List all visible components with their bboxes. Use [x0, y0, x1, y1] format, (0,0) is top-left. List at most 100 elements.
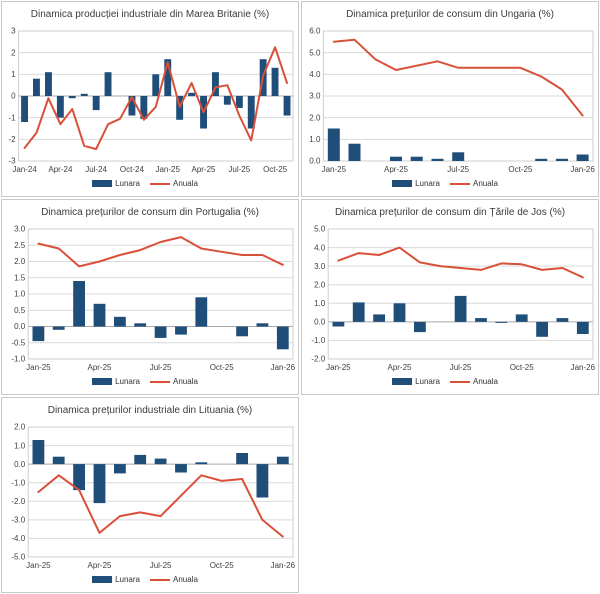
- y-gridlines: [323, 30, 593, 162]
- y-tick-labels: 3 2 1 0 -1 -2 -3: [8, 27, 16, 166]
- svg-text:-2.0: -2.0: [11, 497, 25, 506]
- svg-text:3.0: 3.0: [14, 225, 26, 234]
- bar: [164, 59, 172, 96]
- plot-border: [27, 228, 294, 360]
- line-anuala: [37, 236, 284, 268]
- x-tick-labels: Jan-25 Apr-25 Jul-25 Oct-25 Jan-26: [326, 363, 595, 372]
- svg-text:1.0: 1.0: [14, 441, 26, 450]
- svg-text:Apr-25: Apr-25: [191, 165, 216, 174]
- legend-lunara-swatch: [392, 378, 413, 385]
- legend-lunara-label: Lunara: [415, 377, 440, 386]
- legend-anuala-label: Anuala: [173, 179, 198, 188]
- bar: [283, 96, 291, 116]
- legend-lunara-label: Lunara: [115, 575, 140, 584]
- svg-text:Jan-26: Jan-26: [271, 363, 296, 372]
- svg-text:Jan-25: Jan-25: [155, 165, 180, 174]
- svg-text:Oct-25: Oct-25: [510, 363, 535, 372]
- chart-title-lithuania: Dinamica prețurilor industriale din Litu…: [47, 405, 253, 416]
- bars-lunara: [32, 440, 289, 504]
- svg-text:-4.0: -4.0: [11, 534, 25, 543]
- bar: [52, 326, 65, 330]
- bar: [93, 303, 106, 327]
- bar: [576, 321, 589, 334]
- svg-text:Jan-26: Jan-26: [570, 165, 595, 174]
- bar: [73, 281, 85, 327]
- chart-title-netherlands: Dinamica prețurilor de consum din Țările…: [334, 207, 566, 218]
- x-tick-labels: Jan-25 Apr-25 Jul-25 Oct-25 Jan-26: [322, 165, 596, 174]
- legend-anuala-swatch: [450, 380, 470, 383]
- line-anuala: [23, 46, 288, 151]
- bar: [515, 314, 528, 322]
- bars-lunara: [327, 128, 589, 161]
- svg-text:Oct-25: Oct-25: [263, 165, 288, 174]
- plot-border: [27, 426, 294, 558]
- svg-text:-1.0: -1.0: [11, 478, 25, 487]
- bar: [475, 318, 487, 322]
- svg-text:Apr-24: Apr-24: [48, 165, 73, 174]
- svg-text:-3: -3: [8, 157, 16, 166]
- chart-title-hungary: Dinamica prețurilor de consum din Ungari…: [346, 9, 554, 20]
- chart-legend-hungary: Lunara Anuala: [302, 177, 598, 190]
- chart-legend-uk: Lunara Anuala: [2, 177, 298, 190]
- bar: [247, 96, 255, 129]
- x-tick-labels: Jan-25 Apr-25 Jul-25 Oct-25 Jan-26: [26, 561, 295, 570]
- bar: [33, 78, 40, 96]
- bar: [223, 96, 231, 105]
- bar: [176, 96, 184, 120]
- bar: [32, 440, 45, 465]
- bar: [352, 302, 365, 322]
- bar: [140, 96, 148, 119]
- y-tick-labels: 5.0 4.0 3.0 2.0 1.0 0.0 -1.0 -2.0: [311, 225, 325, 364]
- svg-text:-3.0: -3.0: [11, 516, 25, 525]
- svg-text:Jan-25: Jan-25: [322, 165, 347, 174]
- bar: [348, 143, 361, 161]
- svg-text:0.5: 0.5: [14, 306, 26, 315]
- svg-text:Jan-25: Jan-25: [26, 561, 51, 570]
- bar: [235, 96, 243, 108]
- bar: [114, 316, 126, 327]
- svg-text:Oct-25: Oct-25: [508, 165, 533, 174]
- bar: [92, 96, 100, 111]
- bar: [195, 462, 208, 465]
- bar: [393, 303, 406, 322]
- bar: [236, 453, 248, 465]
- bar: [56, 96, 64, 118]
- svg-text:5.0: 5.0: [314, 225, 326, 234]
- legend-anuala-swatch: [150, 578, 170, 581]
- svg-text:1.0: 1.0: [14, 290, 26, 299]
- svg-text:1: 1: [11, 70, 16, 79]
- bar: [80, 93, 88, 96]
- svg-text:3.0: 3.0: [309, 92, 321, 101]
- chart-legend-lithuania: Lunara Anuala: [2, 573, 298, 586]
- legend-lunara-label: Lunara: [115, 377, 140, 386]
- svg-text:3.0: 3.0: [314, 262, 326, 271]
- line-anuala: [337, 246, 584, 279]
- legend-anuala-label: Anuala: [473, 179, 498, 188]
- chart-panel-netherlands-cpi: Dinamica prețurilor de consum din Țările…: [301, 199, 599, 395]
- legend-anuala-label: Anuala: [473, 377, 498, 386]
- chart-panel-lithuania-ppi: Dinamica prețurilor industriale din Litu…: [1, 397, 299, 593]
- legend-anuala-swatch: [150, 182, 170, 185]
- bar: [256, 323, 269, 327]
- svg-text:Jul-25: Jul-25: [450, 363, 472, 372]
- bar: [556, 318, 569, 322]
- chart-title-portugal: Dinamica prețurilor de consum din Portug…: [41, 207, 259, 218]
- y-tick-labels: 6.0 5.0 4.0 3.0 2.0 1.0 0.0: [309, 27, 321, 166]
- legend-anuala-label: Anuala: [173, 575, 198, 584]
- svg-text:Jul-24: Jul-24: [85, 165, 107, 174]
- bar: [114, 464, 126, 474]
- svg-text:Jan-24: Jan-24: [12, 165, 37, 174]
- legend-anuala-swatch: [450, 182, 470, 185]
- chart-legend-portugal: Lunara Anuala: [2, 375, 298, 388]
- bar: [104, 72, 112, 96]
- bar: [45, 72, 52, 96]
- svg-text:Jul-25: Jul-25: [447, 165, 469, 174]
- bar: [431, 158, 444, 161]
- svg-text:1.5: 1.5: [14, 273, 26, 282]
- bar: [414, 321, 426, 333]
- svg-text:Jan-26: Jan-26: [271, 561, 296, 570]
